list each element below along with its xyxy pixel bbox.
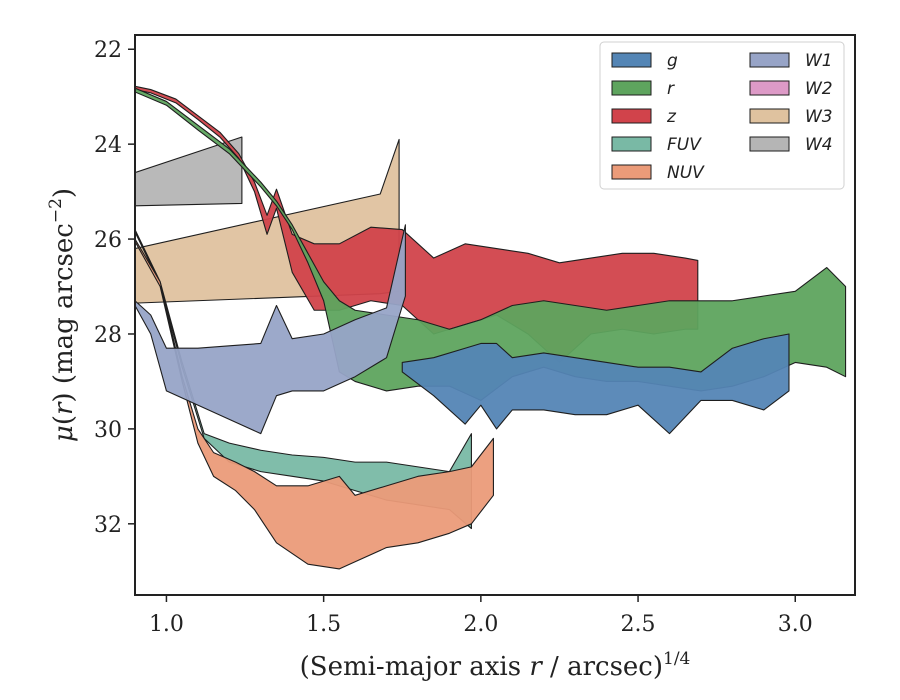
legend-item-fuv: FUV	[611, 135, 702, 155]
y-tick-label: 22	[94, 38, 122, 63]
plot-bands	[135, 85, 847, 570]
y-axis: 22 24 26 28 30 32	[94, 38, 135, 538]
legend-label-r: r	[667, 79, 675, 99]
legend-swatch-w3	[749, 108, 790, 124]
legend-item-w2: W2	[749, 79, 833, 99]
legend-label-nuv: NUV	[667, 163, 705, 183]
y-axis-label: μ(r) (mag arcsec−2)	[46, 188, 79, 442]
x-axis-label: (Semi-major axis r / arcsec)1/4	[300, 649, 691, 682]
x-tick-label: 3.0	[778, 612, 813, 637]
legend-swatch-w1	[749, 52, 790, 68]
legend-label-g: g	[667, 51, 678, 71]
legend-swatch-w4	[749, 136, 790, 152]
band-g	[401, 333, 790, 435]
legend-box	[599, 41, 845, 190]
y-tick-label: 32	[94, 513, 122, 538]
legend-swatch-g	[611, 52, 652, 68]
legend-item-w4: W4	[749, 135, 833, 155]
legend-swatch-nuv	[611, 164, 652, 180]
legend-swatch-z	[611, 108, 652, 124]
x-tick-label: 1.5	[306, 612, 341, 637]
legend-label-w4: W4	[805, 135, 833, 155]
y-tick-label: 28	[94, 323, 122, 348]
y-tick-label: 26	[94, 228, 122, 253]
x-tick-label: 2.5	[621, 612, 656, 637]
band-w4	[135, 136, 243, 207]
band-nuv	[135, 238, 494, 570]
band-w1	[135, 224, 406, 435]
legend-label-fuv: FUV	[667, 135, 702, 155]
legend-swatch-w2	[749, 80, 790, 96]
x-tick-label: 1.0	[149, 612, 184, 637]
band-r	[135, 87, 847, 401]
legend-item-g: g	[611, 51, 678, 71]
legend-item-nuv: NUV	[611, 163, 705, 183]
y-tick-label: 30	[94, 418, 122, 443]
x-axis: 1.0 1.5 2.0 2.5 3.0	[149, 595, 813, 637]
legend-label-w2: W2	[805, 79, 833, 99]
legend-swatch-fuv	[611, 136, 652, 152]
legend-item-w3: W3	[749, 107, 833, 127]
x-tick-label: 2.0	[463, 612, 498, 637]
legend-label-w1: W1	[805, 51, 833, 71]
legend: grz FUV NUV W1 W2 W3 W4	[599, 41, 845, 190]
legend-label-w3: W3	[805, 107, 833, 127]
y-tick-label: 24	[94, 133, 122, 158]
legend-item-r: r	[611, 79, 675, 99]
legend-item-z: z	[611, 107, 677, 127]
legend-item-w1: W1	[749, 51, 833, 71]
plot-frame	[134, 34, 856, 596]
legend-swatch-r	[611, 80, 652, 96]
legend-label-z: z	[666, 107, 677, 127]
